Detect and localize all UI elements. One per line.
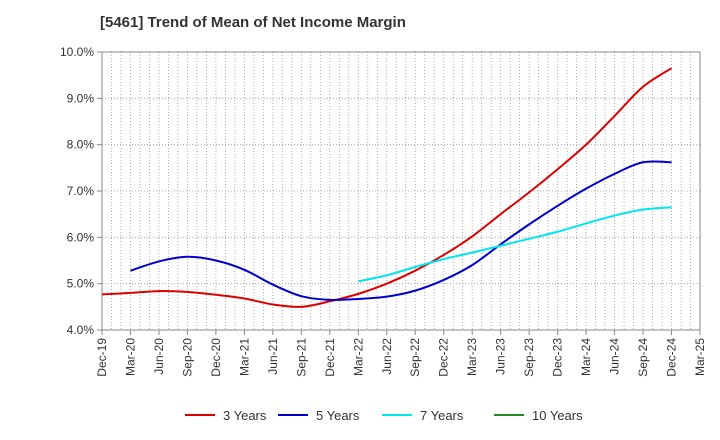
x-tick-label: Sep-21 bbox=[294, 338, 308, 377]
y-tick-label: 5.0% bbox=[67, 277, 95, 291]
x-tick-label: Jun-20 bbox=[152, 338, 166, 375]
x-tick-label: Jun-22 bbox=[380, 338, 394, 375]
series-line-3 bbox=[358, 206, 672, 283]
x-tick-label: Mar-22 bbox=[351, 338, 365, 376]
x-tick-label: Sep-23 bbox=[522, 338, 536, 377]
x-tick-label: Mar-21 bbox=[237, 338, 251, 376]
series-line-1 bbox=[101, 67, 673, 308]
x-tick-label: Sep-20 bbox=[180, 338, 194, 377]
legend-label-3: 7 Years bbox=[420, 408, 464, 423]
x-tick-label: Mar-25 bbox=[693, 338, 707, 376]
legend-label-4: 10 Years bbox=[532, 408, 583, 423]
x-tick-label: Sep-22 bbox=[408, 338, 422, 377]
y-tick-label: 7.0% bbox=[67, 184, 95, 198]
x-tick-label: Sep-24 bbox=[636, 338, 650, 377]
x-tick-label: Dec-24 bbox=[665, 338, 679, 377]
legend-label-1: 3 Years bbox=[223, 408, 267, 423]
y-tick-label: 6.0% bbox=[67, 230, 95, 244]
legend-label-2: 5 Years bbox=[316, 408, 360, 423]
chart-title: [5461] Trend of Mean of Net Income Margi… bbox=[100, 14, 406, 31]
y-tick-label: 4.0% bbox=[67, 323, 95, 337]
x-tick-label: Jun-21 bbox=[266, 338, 280, 375]
x-tick-label: Mar-23 bbox=[465, 338, 479, 376]
x-tick-label: Mar-24 bbox=[579, 338, 593, 376]
y-tick-label: 9.0% bbox=[67, 91, 95, 105]
x-tick-label: Dec-23 bbox=[551, 338, 565, 377]
y-tick-label: 8.0% bbox=[67, 138, 95, 152]
y-tick-label: 10.0% bbox=[60, 45, 94, 59]
x-tick-label: Mar-20 bbox=[123, 338, 137, 376]
x-tick-label: Dec-19 bbox=[95, 338, 109, 377]
x-tick-label: Dec-21 bbox=[323, 338, 337, 377]
plot-area bbox=[102, 52, 700, 330]
x-tick-label: Dec-20 bbox=[209, 338, 223, 377]
x-tick-label: Dec-22 bbox=[437, 338, 451, 377]
x-tick-label: Jun-23 bbox=[494, 338, 508, 375]
series-line-2 bbox=[130, 160, 672, 302]
x-tick-label: Jun-24 bbox=[608, 338, 622, 375]
